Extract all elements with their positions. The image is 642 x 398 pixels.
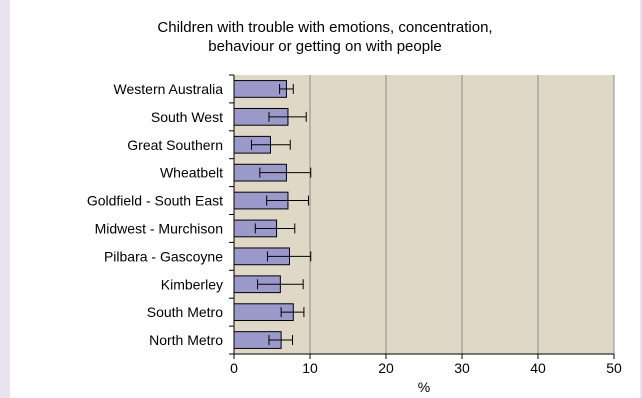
category-label-6: Pilbara - Gascoyne [104,248,223,264]
x-tick-label-3: 30 [454,360,470,376]
bar-0 [233,80,287,98]
chart-title-line-2: behaviour or getting on with people [208,38,442,55]
chart-frame: Children with trouble with emotions, con… [10,0,640,398]
category-label-2: Great Southern [127,137,223,153]
category-label-1: South West [151,109,223,125]
x-axis-label: % [418,379,430,395]
category-label-8: South Metro [147,304,223,320]
x-tick-label-1: 10 [302,360,318,376]
category-label-4: Goldfield - South East [87,193,223,209]
chart-title: Children with trouble with emotions, con… [10,18,640,56]
category-label-3: Wheatbelt [160,165,223,181]
category-label-9: North Metro [149,332,223,348]
category-label-7: Kimberley [161,276,223,292]
x-tick-label-0: 0 [230,360,238,376]
plot-area [234,75,614,354]
chart-title-line-1: Children with trouble with emotions, con… [157,19,493,36]
category-label-0: Western Australia [114,81,224,97]
x-tick-label-5: 50 [606,360,622,376]
bar-chart: Western Australia South West Great Souther… [87,74,622,395]
category-label-5: Midwest - Murchison [95,220,223,236]
x-tick-label-2: 20 [378,360,394,376]
x-tick-label-4: 40 [530,360,546,376]
